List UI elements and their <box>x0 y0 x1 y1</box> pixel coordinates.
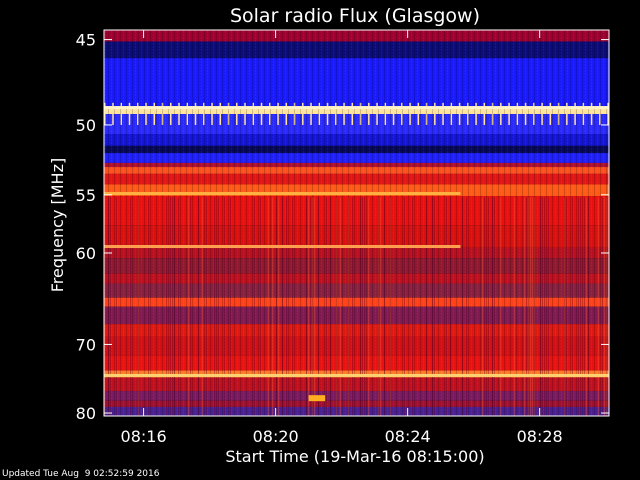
plot-frame <box>103 29 610 417</box>
y-axis: 45 50 55 60 70 80 <box>76 31 609 423</box>
y-tick-label: 80 <box>76 404 96 423</box>
spectrogram-texture <box>104 30 609 416</box>
plot-area <box>104 30 609 416</box>
x-tick-label: 08:24 <box>385 427 431 446</box>
emission-line-55mhz <box>104 192 461 196</box>
x-tick-label: 08:20 <box>253 427 299 446</box>
burst-spot-78mhz <box>308 395 326 402</box>
persistent-emission-line <box>104 106 609 110</box>
emission-line-74mhz <box>104 373 609 377</box>
y-tick-label: 45 <box>76 31 96 50</box>
emission-line-59mhz <box>104 245 461 249</box>
x-axis: 08:16 08:20 08:24 08:28 <box>121 30 563 446</box>
x-tick-label: 08:28 <box>517 427 563 446</box>
x-axis-label: Start Time (19-Mar-16 08:15:00) <box>225 447 484 466</box>
y-tick-label: 70 <box>76 335 96 354</box>
y-tick-label: 50 <box>76 116 96 135</box>
emission-features <box>104 106 609 402</box>
y-axis-label: Frequency [MHz] <box>48 158 67 292</box>
y-tick-label: 60 <box>76 244 96 263</box>
updated-timestamp: Updated Tue Aug 9 02:52:59 2016 <box>2 469 160 479</box>
chart-title: Solar radio Flux (Glasgow) <box>230 5 480 27</box>
x-tick-label: 08:16 <box>121 427 167 446</box>
y-tick-label: 55 <box>76 186 96 205</box>
